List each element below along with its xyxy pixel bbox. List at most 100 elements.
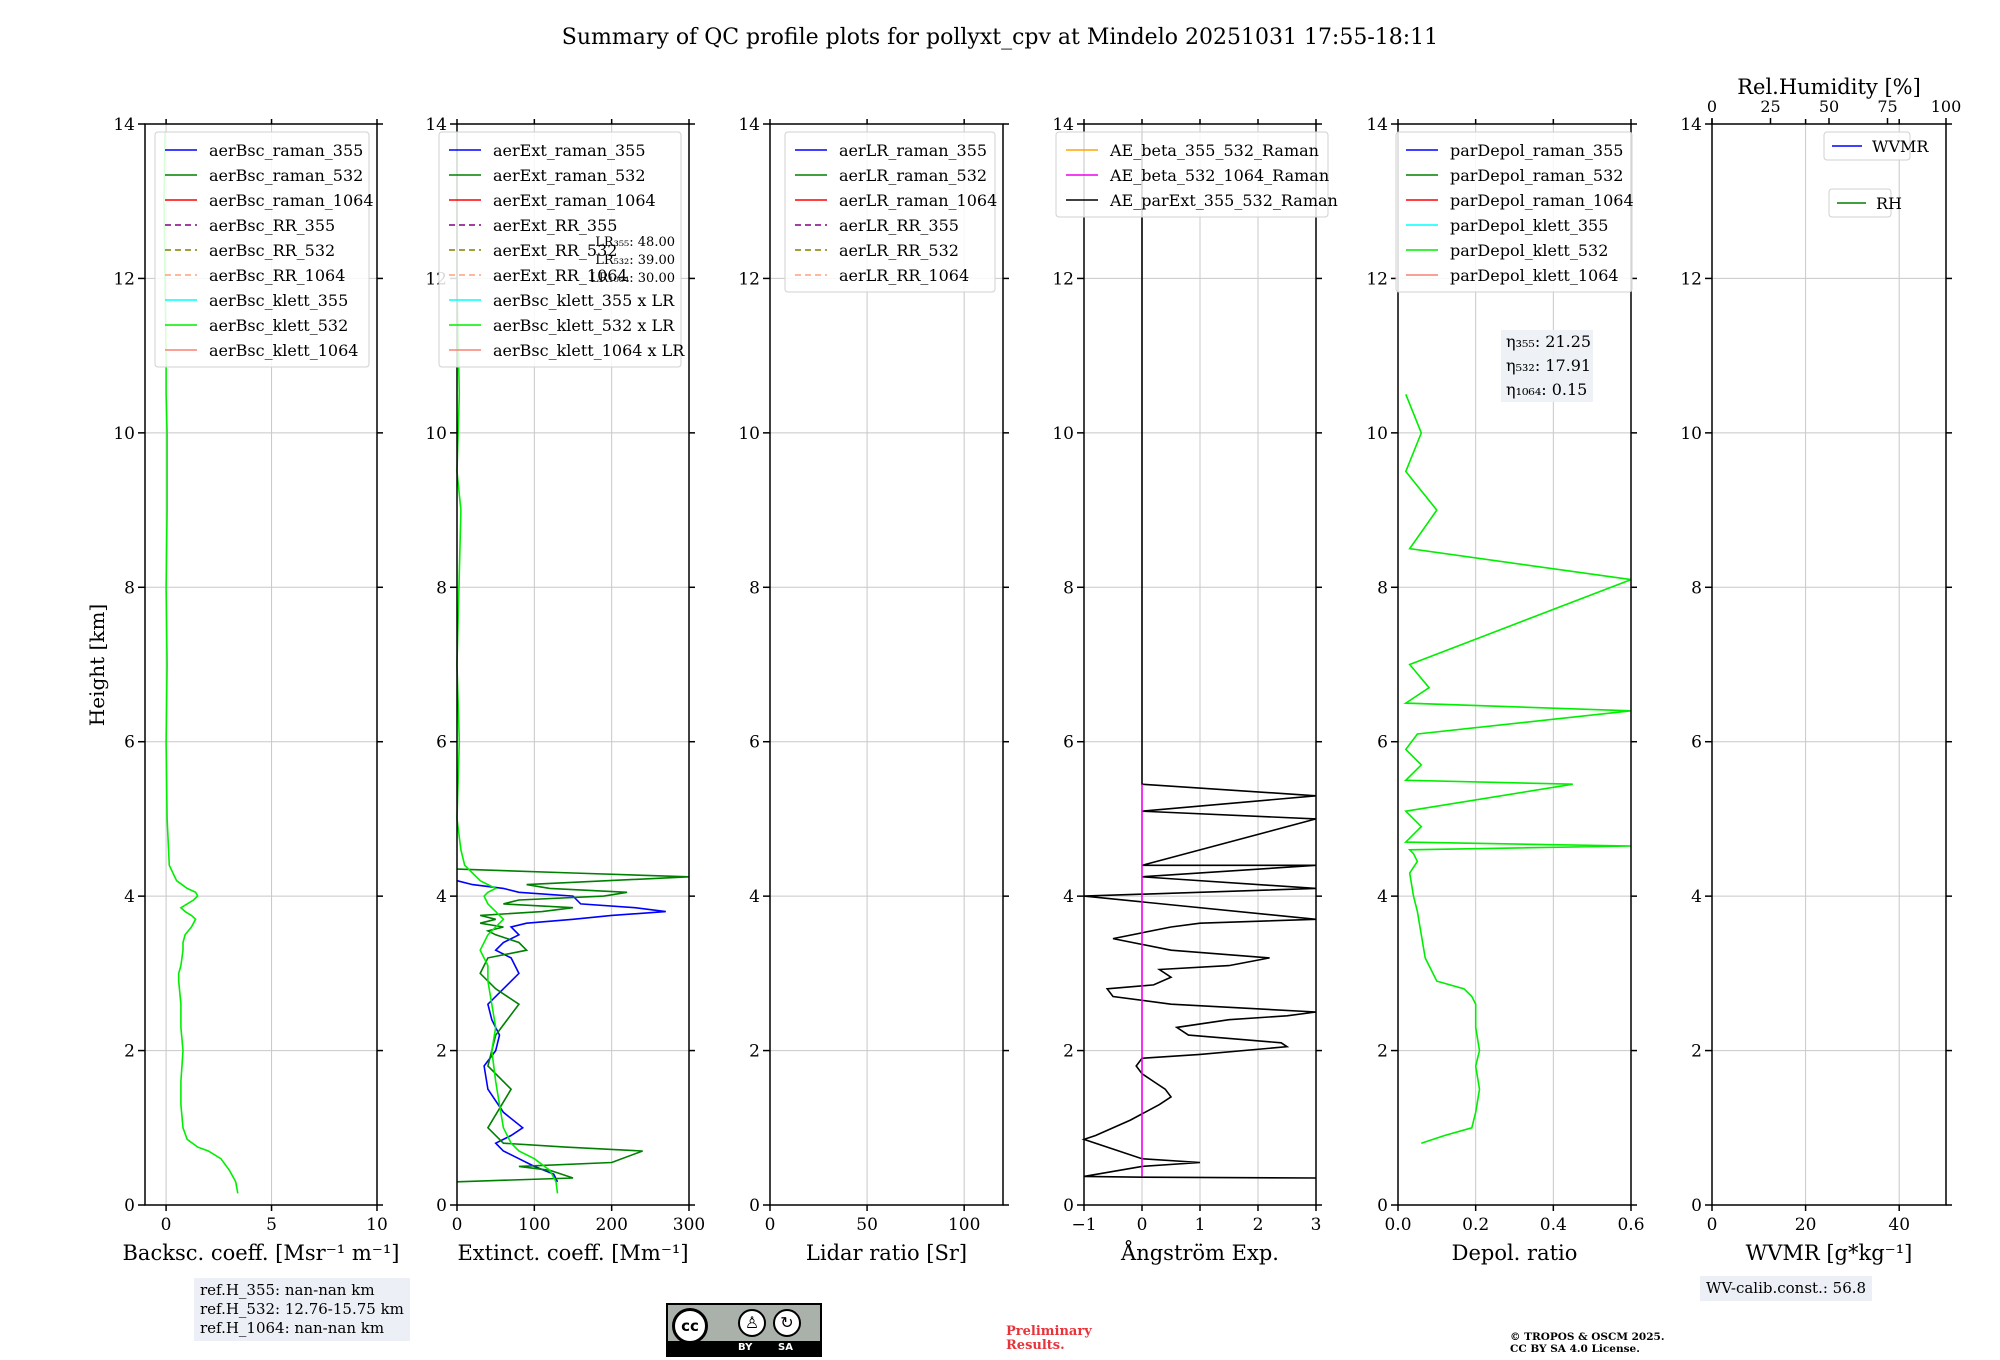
- x-tick-label: 20: [1795, 1215, 1817, 1235]
- legend-label: aerExt_RR_532: [493, 241, 617, 260]
- legend-label: AE_beta_532_1064_Raman: [1109, 166, 1329, 185]
- y-tick-label: 6: [1063, 733, 1074, 753]
- copyright-line-2: CC BY SA 4.0 License.: [1510, 1343, 1640, 1355]
- x-axis-label: WVMR [g*kg⁻¹]: [1746, 1241, 1913, 1265]
- y-tick-label: 2: [1691, 1042, 1702, 1062]
- y-tick-label: 2: [124, 1042, 135, 1062]
- y-tick-label: 14: [425, 115, 447, 135]
- y-tick-label: 0: [1691, 1196, 1702, 1216]
- series-line-aerext-raman-532: [456, 868, 690, 1183]
- y-tick-label: 10: [1052, 424, 1074, 444]
- y-tick-label: 0: [1377, 1196, 1388, 1216]
- legend-label: aerLR_RR_1064: [839, 266, 969, 285]
- x-tick-label: 300: [673, 1215, 705, 1235]
- y-tick-label: 12: [113, 269, 135, 289]
- cc-icon: cc: [672, 1308, 708, 1344]
- eta-label: η₃₅₅: 21.25: [1506, 332, 1591, 351]
- y-tick-label: 2: [436, 1042, 447, 1062]
- y-tick-label: 0: [749, 1196, 760, 1216]
- y-tick-label: 6: [749, 733, 760, 753]
- legend-box: [1823, 131, 1911, 161]
- panel-bsc: 0 5 10 0 2 4 6 8 10 12 14 Backsc. coeff. [Msr⁻¹ m⁻¹…: [113, 115, 399, 1265]
- y-tick-label: 0: [1063, 1196, 1074, 1216]
- legend-label: aerExt_RR_1064: [493, 266, 628, 285]
- preliminary-line-2: Results.: [1006, 1338, 1065, 1353]
- panel-dep: 0.0 0.2 0.4 0.6 0 2 4 6 8 10 12 14 Depol. ratio parDe…: [1366, 115, 1644, 1265]
- y-tick-label: 8: [1377, 578, 1388, 598]
- preliminary-line-1: Preliminary: [1006, 1324, 1092, 1339]
- legend-box: [784, 131, 996, 293]
- cc-by-label: BY: [738, 1342, 753, 1353]
- x-tick-label: 0: [161, 1215, 172, 1235]
- legend-label: aerLR_raman_355: [839, 141, 987, 160]
- legend-label: aerExt_raman_1064: [493, 191, 656, 210]
- copyright-note: © TROPOS & OSCM 2025. CC BY SA 4.0 Licen…: [1510, 1331, 1665, 1355]
- x-tick-label: 0.6: [1617, 1215, 1644, 1235]
- top-x-tick-label: 0: [1707, 97, 1717, 116]
- series-line-aerext-raman-355: [456, 879, 666, 1183]
- legend-label: aerExt_raman_355: [493, 141, 646, 160]
- lr-label: LR₁₀₆₄: 30.00: [590, 271, 675, 286]
- legend-label: parDepol_raman_355: [1450, 141, 1623, 160]
- legend-label: aerBsc_klett_355 x LR: [493, 291, 675, 310]
- ref-height-355: ref.H_355: nan-nan km: [200, 1281, 375, 1299]
- series-line-aerbsc-klett-532-x-lr: [456, 131, 559, 1194]
- y-tick-label: 4: [1691, 887, 1702, 907]
- y-tick-label: 12: [738, 269, 760, 289]
- legend-label: RH: [1876, 194, 1902, 213]
- attribution-icon: ♙: [738, 1309, 766, 1337]
- x-tick-label: 50: [856, 1215, 878, 1235]
- y-tick-label: 6: [124, 733, 135, 753]
- x-tick-label: 0: [452, 1215, 463, 1235]
- ref-height-1064: ref.H_1064: nan-nan km: [200, 1319, 385, 1337]
- series-line-aerbsc-klett-532: [163, 131, 239, 1194]
- y-tick-label: 2: [1063, 1042, 1074, 1062]
- legend-label: aerBsc_klett_355: [209, 291, 348, 310]
- legend: aerBsc_raman_355 aerBsc_raman_532 aerBsc_r…: [154, 131, 374, 368]
- top-x-tick-label: 25: [1760, 97, 1780, 116]
- legend-box: [1395, 131, 1633, 293]
- x-axis-label: Extinct. coeff. [Mm⁻¹]: [457, 1241, 688, 1265]
- x-tick-label: 0.4: [1540, 1215, 1567, 1235]
- x-tick-label: 0.0: [1384, 1215, 1411, 1235]
- series-line-pardepol-klett-532: [1403, 394, 1632, 1144]
- y-tick-label: 10: [425, 424, 447, 444]
- panel-lr: 0 50 100 0 2 4 6 8 10 12 14 Lidar ratio [Sr] aerLR_r…: [738, 115, 1009, 1265]
- x-tick-label: 0: [1137, 1215, 1148, 1235]
- legend-label: aerBsc_RR_1064: [209, 266, 345, 285]
- legend: parDepol_raman_355 parDepol_raman_532 parD…: [1395, 131, 1634, 293]
- wv-calib-box: WV-calib.const.: 56.8: [1700, 1276, 1873, 1301]
- top-x-tick-label: 50: [1819, 97, 1839, 116]
- y-tick-label: 14: [738, 115, 760, 135]
- legend-label: parDepol_klett_1064: [1450, 266, 1619, 285]
- x-tick-label: 0.2: [1462, 1215, 1489, 1235]
- x-tick-label: 1: [1195, 1215, 1206, 1235]
- y-tick-label: 12: [1366, 269, 1388, 289]
- legend-label: parDepol_raman_532: [1450, 166, 1623, 185]
- legend-label: aerExt_raman_532: [493, 166, 646, 185]
- legend-label: aerLR_RR_532: [839, 241, 959, 260]
- y-tick-label: 8: [436, 578, 447, 598]
- x-axis-label: Backsc. coeff. [Msr⁻¹ m⁻¹]: [123, 1241, 400, 1265]
- x-axis-label: Lidar ratio [Sr]: [806, 1241, 967, 1265]
- y-tick-label: 14: [113, 115, 135, 135]
- x-tick-label: 5: [266, 1215, 277, 1235]
- y-tick-label: 10: [1680, 424, 1702, 444]
- legend-label: AE_beta_355_532_Raman: [1109, 141, 1319, 160]
- ref-height-box: ref.H_355: nan-nan km ref.H_532: 12.76-1…: [194, 1278, 410, 1341]
- legend-label: aerBsc_RR_355: [209, 216, 335, 235]
- y-tick-label: 8: [124, 578, 135, 598]
- wv-calib-const: WV-calib.const.: 56.8: [1706, 1279, 1867, 1297]
- legend-label: aerBsc_raman_1064: [209, 191, 374, 210]
- legend: aerLR_raman_355 aerLR_raman_532 aerLR_rama…: [784, 131, 997, 293]
- x-tick-label: 100: [518, 1215, 550, 1235]
- preliminary-note: Preliminary Results.: [1006, 1325, 1092, 1353]
- legend-label: aerBsc_raman_532: [209, 166, 363, 185]
- x-axis-label: Ångström Exp.: [1120, 1240, 1279, 1265]
- legend-label: aerExt_RR_355: [493, 216, 617, 235]
- legend-box: [438, 131, 682, 368]
- x-tick-label: 10: [366, 1215, 388, 1235]
- x-tick-label: 0: [765, 1215, 776, 1235]
